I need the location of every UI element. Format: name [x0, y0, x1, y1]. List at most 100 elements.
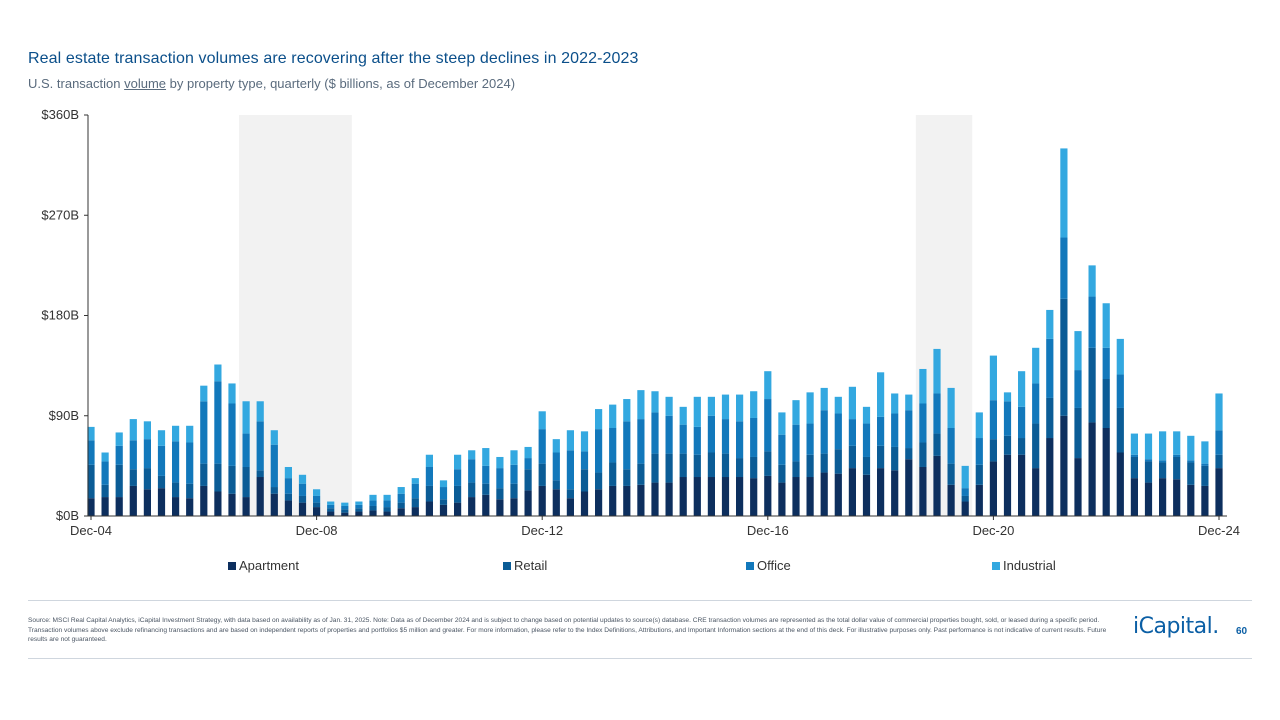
bar-office-Sep-13 — [580, 451, 589, 470]
bar-retail-Sep-06 — [186, 483, 194, 499]
bar-industrial-Dec-19 — [933, 348, 941, 394]
bar-retail-Dec-15 — [707, 452, 715, 478]
bar-office-Dec-08 — [313, 495, 321, 503]
subtitle-volume-link[interactable]: volume — [124, 76, 167, 91]
bar-industrial-Mar-16 — [721, 394, 730, 420]
bar-apartment-Jun-12 — [510, 498, 518, 516]
bar-industrial-Mar-06 — [157, 430, 166, 446]
bar-industrial-Dec-08 — [313, 489, 321, 496]
legend-item-industrial: Industrial — [992, 558, 1056, 573]
bar-apartment-Sep-20 — [975, 484, 983, 516]
bar-apartment-Mar-07 — [214, 491, 222, 516]
bar-industrial-Sep-13 — [580, 431, 589, 452]
bar-industrial-Mar-15 — [665, 396, 673, 416]
bar-retail-Jun-11 — [454, 485, 462, 503]
bar-apartment-Jun-14 — [623, 485, 631, 516]
bar-industrial-Jun-09 — [341, 502, 349, 506]
bar-industrial-Jun-10 — [397, 487, 405, 494]
y-tick-label: $360B — [41, 107, 79, 122]
bar-office-Jun-22 — [1074, 370, 1082, 408]
bar-office-Sep-09 — [355, 504, 363, 509]
bar-apartment-Dec-23 — [1159, 478, 1167, 516]
bar-office-Mar-11 — [439, 487, 448, 500]
bar-industrial-Dec-24 — [1215, 393, 1223, 431]
bar-office-Dec-12 — [538, 429, 546, 464]
bar-apartment-Sep-06 — [186, 498, 194, 516]
bar-apartment-Jun-18 — [848, 468, 856, 516]
legend-label-retail: Retail — [514, 558, 548, 573]
bar-office-Mar-16 — [721, 419, 730, 454]
bar-retail-Dec-17 — [820, 453, 828, 473]
bar-apartment-Dec-19 — [933, 455, 941, 516]
legend-label-office: Office — [757, 558, 791, 573]
bar-industrial-Dec-05 — [143, 421, 151, 440]
bar-office-Jun-15 — [679, 424, 687, 454]
bar-apartment-Dec-24 — [1215, 468, 1223, 516]
bar-office-Jun-23 — [1130, 454, 1138, 457]
icapital-logo: iCapital. — [1133, 614, 1219, 639]
bar-office-Sep-06 — [186, 442, 194, 484]
bar-retail-Mar-23 — [1116, 407, 1124, 453]
bar-office-Dec-11 — [482, 465, 490, 484]
bar-retail-Jun-23 — [1130, 456, 1138, 479]
bar-apartment-Dec-08 — [313, 507, 321, 516]
bar-apartment-Dec-09 — [369, 510, 377, 516]
bar-retail-Jun-24 — [1187, 462, 1195, 485]
bar-retail-Jun-05 — [115, 464, 123, 498]
bar-apartment-Dec-13 — [595, 489, 603, 516]
bar-apartment-Mar-21 — [1003, 454, 1012, 516]
bar-office-Sep-12 — [524, 458, 532, 470]
bar-apartment-Mar-16 — [721, 477, 730, 516]
bar-apartment-Sep-22 — [1088, 422, 1096, 516]
bar-office-Mar-21 — [1003, 401, 1012, 436]
bar-industrial-Mar-09 — [327, 501, 335, 505]
bar-office-Dec-23 — [1159, 460, 1167, 463]
bar-retail-Sep-22 — [1088, 347, 1096, 423]
bar-retail-Sep-17 — [806, 454, 814, 478]
bar-industrial-Dec-06 — [200, 385, 208, 402]
bar-office-Dec-22 — [1102, 347, 1110, 379]
bar-industrial-Dec-07 — [256, 401, 264, 422]
bar-industrial-Jun-08 — [284, 466, 292, 479]
bar-industrial-Sep-11 — [468, 450, 476, 460]
bar-retail-Dec-24 — [1215, 454, 1223, 469]
bar-apartment-Jun-16 — [736, 477, 744, 516]
legend-label-industrial: Industrial — [1003, 558, 1056, 573]
bar-retail-Mar-17 — [778, 464, 786, 483]
bar-office-Jun-09 — [341, 505, 349, 510]
bar-apartment-Jun-15 — [679, 477, 687, 516]
bar-retail-Jun-09 — [341, 509, 349, 513]
bar-office-Dec-07 — [256, 421, 264, 471]
page-number: 60 — [1236, 626, 1248, 637]
bar-industrial-Sep-08 — [298, 474, 307, 484]
bar-retail-Jun-22 — [1074, 407, 1082, 459]
bar-industrial-Sep-22 — [1088, 265, 1096, 297]
bar-office-Sep-19 — [919, 403, 927, 443]
bar-industrial-Dec-10 — [425, 454, 433, 467]
bar-retail-Mar-09 — [327, 508, 335, 512]
bar-office-Sep-23 — [1144, 459, 1153, 462]
bar-apartment-Jun-22 — [1074, 458, 1082, 516]
bar-retail-Jun-15 — [679, 453, 687, 478]
bar-retail-Sep-12 — [524, 469, 532, 491]
bar-office-Mar-06 — [157, 445, 166, 476]
bar-office-Dec-05 — [143, 439, 151, 469]
bar-retail-Dec-07 — [256, 470, 264, 478]
bar-office-Jun-16 — [736, 421, 744, 459]
bar-retail-Mar-07 — [214, 463, 222, 492]
bar-industrial-Sep-06 — [186, 425, 194, 443]
bar-retail-Mar-15 — [665, 453, 673, 483]
bar-apartment-Jun-23 — [1130, 478, 1138, 516]
bar-apartment-Dec-12 — [538, 485, 546, 516]
bar-office-Jun-05 — [115, 445, 123, 465]
bar-industrial-Jun-12 — [510, 450, 518, 465]
bar-retail-Dec-19 — [933, 433, 941, 456]
bar-industrial-Sep-09 — [355, 501, 363, 505]
bar-industrial-Mar-14 — [609, 404, 617, 429]
bar-retail-Sep-07 — [242, 466, 250, 498]
bar-industrial-Jun-19 — [905, 394, 913, 411]
bar-retail-Mar-10 — [383, 507, 391, 512]
bar-office-Jun-11 — [454, 469, 462, 486]
bar-retail-Sep-14 — [637, 463, 645, 485]
bar-retail-Mar-12 — [496, 488, 504, 500]
